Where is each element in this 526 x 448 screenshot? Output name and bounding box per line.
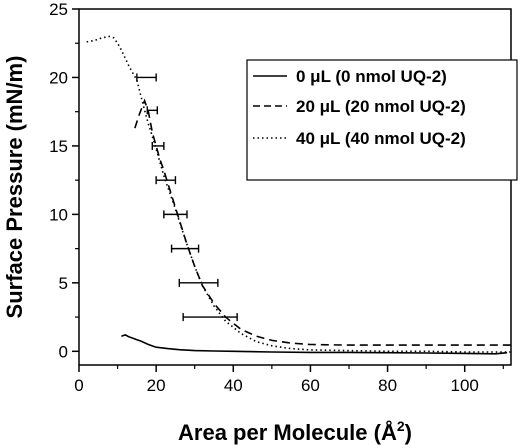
x-axis-title: Area per Molecule (Å2) <box>178 418 412 445</box>
error-bar <box>151 141 165 150</box>
x-axis-title-main: Area per Molecule (Å <box>178 419 397 445</box>
x-axis-title-close: ) <box>405 420 412 445</box>
legend-label-1: 20 μL (20 nmol UQ-2) <box>296 97 466 116</box>
legend: 0 μL (0 nmol UQ-2) 20 μL (20 nmol UQ-2) … <box>246 59 518 181</box>
y-tick-label: 5 <box>59 274 68 293</box>
error-bar <box>178 278 219 287</box>
x-axis-ticks: 0 20 40 60 80 100 <box>74 365 504 395</box>
legend-label-2: 40 μL (40 nmol UQ-2) <box>296 129 466 148</box>
error-bar <box>170 244 200 253</box>
y-tick-label: 20 <box>49 68 68 87</box>
y-tick-label: 15 <box>49 137 68 156</box>
legend-box <box>246 59 518 181</box>
x-tick-label: 60 <box>301 376 320 395</box>
error-bar <box>136 73 157 82</box>
y-tick-label: 0 <box>59 342 68 361</box>
y-tick-label: 10 <box>49 205 68 224</box>
error-bar <box>182 313 238 322</box>
y-axis-title: Surface Pressure (mN/m) <box>2 56 27 319</box>
x-tick-label: 80 <box>378 376 397 395</box>
error-bar <box>146 106 159 115</box>
x-tick-label: 0 <box>74 376 83 395</box>
x-axis-title-superscript: 2 <box>397 418 405 434</box>
x-tick-label: 40 <box>224 376 243 395</box>
plot-frame <box>78 8 512 366</box>
series-line-0 <box>121 334 508 355</box>
plot-area-border <box>78 8 512 366</box>
x-tick-label: 20 <box>147 376 166 395</box>
error-bar <box>163 210 188 219</box>
error-bar <box>155 176 177 185</box>
y-tick-label: 25 <box>49 0 68 19</box>
legend-label-0: 0 μL (0 nmol UQ-2) <box>296 67 447 86</box>
x-tick-label: 100 <box>451 376 479 395</box>
y-axis-ticks: 0 5 10 15 20 25 <box>49 0 79 361</box>
series-layer <box>86 35 511 355</box>
error-bar-layer <box>136 73 238 322</box>
